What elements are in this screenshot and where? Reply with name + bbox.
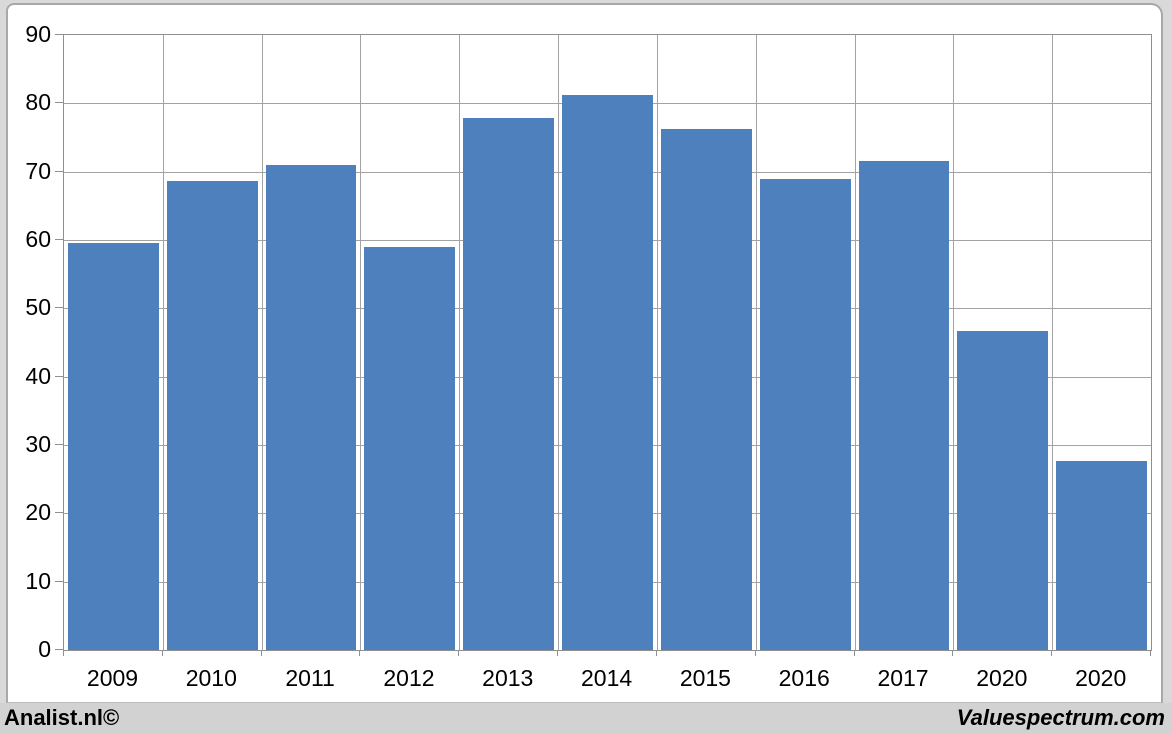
y-tick-label: 80 (25, 89, 51, 116)
bar-2011 (265, 164, 357, 650)
y-tick-mark (55, 375, 63, 377)
x-gridline (656, 35, 658, 650)
y-tick-label: 60 (25, 226, 51, 252)
x-gridline (1052, 35, 1054, 650)
footer-right-brand: Valuespectrum.com (956, 705, 1165, 730)
y-tick-mark (55, 580, 63, 582)
y-tick-label: 10 (25, 567, 51, 594)
x-tick-mark (260, 650, 262, 656)
x-tick-mark (655, 650, 657, 656)
bar-2013 (463, 118, 555, 650)
y-tick-label: 30 (25, 431, 51, 457)
bar-2015 (660, 129, 752, 650)
x-tick-label: 2011 (285, 665, 335, 691)
bar-2009 (68, 243, 159, 650)
x-tick-mark (161, 650, 163, 656)
x-gridline (360, 35, 362, 650)
bar-2014 (562, 95, 653, 650)
y-tick-label: 50 (25, 294, 51, 321)
y-tick-mark (55, 170, 63, 172)
y-tick-label: 40 (25, 362, 51, 389)
y-tick-label: 90 (25, 21, 51, 47)
x-tick-mark (853, 650, 855, 656)
x-tick-mark (1051, 650, 1053, 656)
bar-2010 (166, 180, 258, 650)
x-gridline (953, 35, 955, 650)
y-tick-mark (55, 444, 63, 445)
x-tick-label: 2013 (482, 665, 534, 691)
footer-bar: Analist.nl© Valuespectrum.com (0, 703, 1172, 734)
x-gridline (558, 35, 560, 650)
x-tick-label: 2017 (877, 665, 929, 691)
x-tick-mark (952, 650, 954, 656)
x-gridline (854, 35, 856, 650)
bar-2020 (1056, 461, 1147, 650)
y-tick-mark (55, 512, 63, 514)
y-tick-label: 0 (38, 636, 51, 662)
x-tick-label: 2016 (778, 665, 830, 691)
bar-2012 (364, 246, 456, 650)
plot-area (63, 34, 1152, 651)
x-tick-label: 2014 (580, 665, 633, 691)
bar-2017 (858, 161, 950, 650)
chart-panel: 0 10 20 30 40 50 60 70 80 90 2009 2010 2011 2012 2013… (6, 3, 1163, 703)
x-gridline (261, 35, 263, 650)
y-tick-mark (55, 239, 63, 240)
x-tick-label: 2020 (1075, 665, 1127, 691)
x-tick-mark (63, 650, 64, 656)
x-tick-mark (754, 650, 756, 656)
x-tick-label: 2012 (383, 665, 435, 691)
x-tick-mark (1150, 650, 1151, 656)
x-tick-label: 2010 (185, 665, 237, 691)
y-tick-label: 70 (25, 157, 51, 184)
bar-2016 (759, 179, 851, 650)
x-tick-mark (359, 650, 361, 656)
x-tick-label: 2015 (679, 665, 731, 691)
y-tick-mark (55, 307, 63, 309)
x-gridline (459, 35, 461, 650)
x-tick-mark (458, 650, 460, 656)
x-gridline (162, 35, 164, 650)
x-tick-label: 2020 (976, 665, 1028, 691)
bar-2020 (957, 330, 1049, 650)
y-tick-mark (55, 34, 63, 35)
footer-left-brand: Analist.nl© (4, 705, 120, 730)
x-tick-label: 2009 (86, 665, 139, 691)
y-tick-label: 20 (25, 499, 51, 526)
x-gridline (755, 35, 757, 650)
x-tick-mark (557, 650, 559, 656)
y-tick-mark (55, 649, 63, 650)
y-tick-mark (55, 102, 63, 104)
